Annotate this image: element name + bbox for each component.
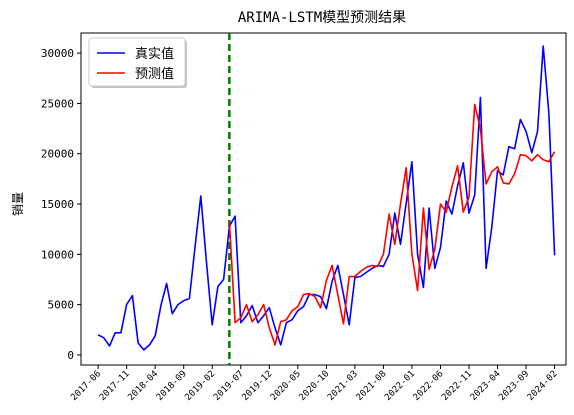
x-axis: 2017-062017-112018-042018-092019-022019-…: [69, 365, 560, 403]
x-tick-label: 2020-05: [269, 369, 303, 403]
x-tick-label: 2019-02: [183, 369, 217, 403]
x-tick-label: 2017-06: [69, 369, 103, 403]
series-line-predicted: [228, 103, 556, 346]
y-tick-label: 0: [67, 349, 74, 362]
x-tick-label: 2019-12: [241, 369, 275, 403]
x-tick-label: 2018-04: [126, 369, 160, 403]
y-axis: 0 5000 10000 15000 20000 25000 30000: [41, 47, 81, 362]
legend-label: 真实值: [135, 46, 174, 62]
x-tick-label: 2022-06: [412, 369, 446, 403]
series-line-actual: [97, 45, 556, 351]
y-tick-label: 15000: [41, 198, 74, 211]
legend-box: [88, 37, 186, 87]
x-tick-label: 2021-08: [355, 369, 389, 403]
y-tick-label: 5000: [48, 299, 75, 312]
x-tick-label: 2023-09: [497, 369, 531, 403]
chart-title: ARIMA-LSTM模型预测结果: [238, 10, 406, 26]
x-tick-label: 2022-01: [383, 369, 417, 403]
x-tick-label: 2017-11: [98, 369, 132, 403]
x-tick-label: 2019-07: [212, 369, 246, 403]
y-tick-label: 20000: [41, 148, 74, 161]
x-tick-label: 2024-02: [526, 369, 560, 403]
x-tick-label: 2023-04: [469, 369, 503, 403]
y-axis-label: 销量: [11, 192, 25, 216]
y-tick-label: 10000: [41, 248, 74, 261]
y-tick-label: 25000: [41, 97, 74, 110]
plot-area: [80, 32, 567, 366]
x-tick-label: 2020-10: [298, 369, 332, 403]
x-tick-label: 2022-11: [440, 369, 474, 403]
legend-label: 预测值: [135, 66, 174, 82]
y-tick-label: 30000: [41, 47, 74, 60]
series-layer: [97, 45, 556, 351]
x-tick-label: 2018-09: [155, 369, 189, 403]
x-tick-label: 2021-03: [326, 369, 360, 403]
